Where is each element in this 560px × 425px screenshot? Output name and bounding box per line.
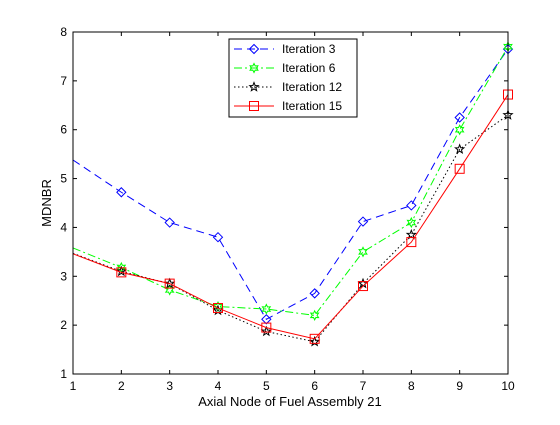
y-axis-label: MDNBR [39, 179, 54, 227]
series-iteration-15 [72, 89, 513, 344]
square-marker [249, 101, 259, 111]
legend-label: Iteration 15 [282, 99, 342, 113]
diamond-marker [261, 314, 272, 325]
square-marker [358, 281, 368, 292]
x-tick-label: 4 [215, 379, 222, 393]
y-axis-ticks: 1 2 3 4 5 6 7 8 [60, 25, 508, 381]
hexagram-marker [261, 303, 272, 315]
x-axis-ticks: 1 2 3 4 5 6 7 8 9 10 [70, 32, 515, 393]
legend: Iteration 3 Iteration 6 Iteration 12 Iterat… [228, 38, 358, 118]
pentagram-marker [115, 265, 127, 277]
square-marker [454, 163, 465, 174]
y-tick-label: 7 [60, 74, 67, 88]
square-marker [261, 322, 272, 333]
series-line [72, 46, 509, 316]
x-tick-label: 6 [311, 379, 318, 393]
x-tick-label: 8 [408, 379, 415, 393]
pentagram-marker [248, 81, 260, 92]
square-marker [213, 303, 223, 314]
y-tick-label: 3 [60, 269, 67, 283]
legend-label: Iteration 3 [282, 42, 336, 56]
square-marker [116, 267, 127, 278]
diamond-marker [357, 216, 369, 227]
diamond-marker [116, 187, 127, 198]
x-axis-label: Axial Node of Fuel Assembly 21 [198, 394, 382, 409]
x-tick-label: 7 [360, 379, 367, 393]
square-marker [309, 333, 320, 344]
diamond-marker [248, 43, 260, 55]
square-marker [406, 237, 417, 248]
diamond-marker [454, 112, 465, 123]
hexagram-marker [213, 300, 223, 313]
x-tick-label: 10 [501, 379, 515, 393]
legend-box [228, 38, 358, 118]
diamond-marker [309, 288, 320, 299]
diamond-marker [406, 200, 417, 211]
hexagram-marker [358, 246, 368, 258]
pentagram-marker [260, 325, 272, 337]
hexagram-marker [454, 124, 465, 136]
series-layer [72, 41, 514, 347]
hexagram-marker [249, 62, 259, 74]
square-marker [164, 278, 175, 289]
x-tick-label: 2 [118, 379, 125, 393]
y-tick-label: 2 [60, 318, 67, 332]
series-line [72, 48, 509, 320]
diamond-marker [164, 217, 175, 228]
pentagram-marker [405, 228, 417, 240]
y-tick-label: 6 [60, 123, 67, 137]
y-tick-label: 8 [60, 25, 67, 39]
y-tick-label: 5 [60, 172, 67, 186]
pentagram-marker [454, 143, 466, 155]
x-tick-label: 5 [263, 379, 270, 393]
x-tick-label: 9 [456, 379, 463, 393]
series-line [72, 94, 509, 340]
x-tick-label: 1 [70, 379, 77, 393]
pentagram-marker [164, 277, 176, 289]
diamond-marker [212, 231, 224, 243]
legend-label: Iteration 12 [282, 80, 342, 94]
x-tick-label: 3 [166, 379, 173, 393]
series-iteration-3 [72, 43, 514, 325]
legend-label: Iteration 6 [282, 61, 336, 75]
y-tick-label: 4 [60, 220, 67, 234]
y-tick-label: 1 [60, 367, 67, 381]
hexagram-marker [309, 309, 320, 321]
plot-frame [72, 31, 509, 375]
hexagram-marker [406, 216, 417, 229]
